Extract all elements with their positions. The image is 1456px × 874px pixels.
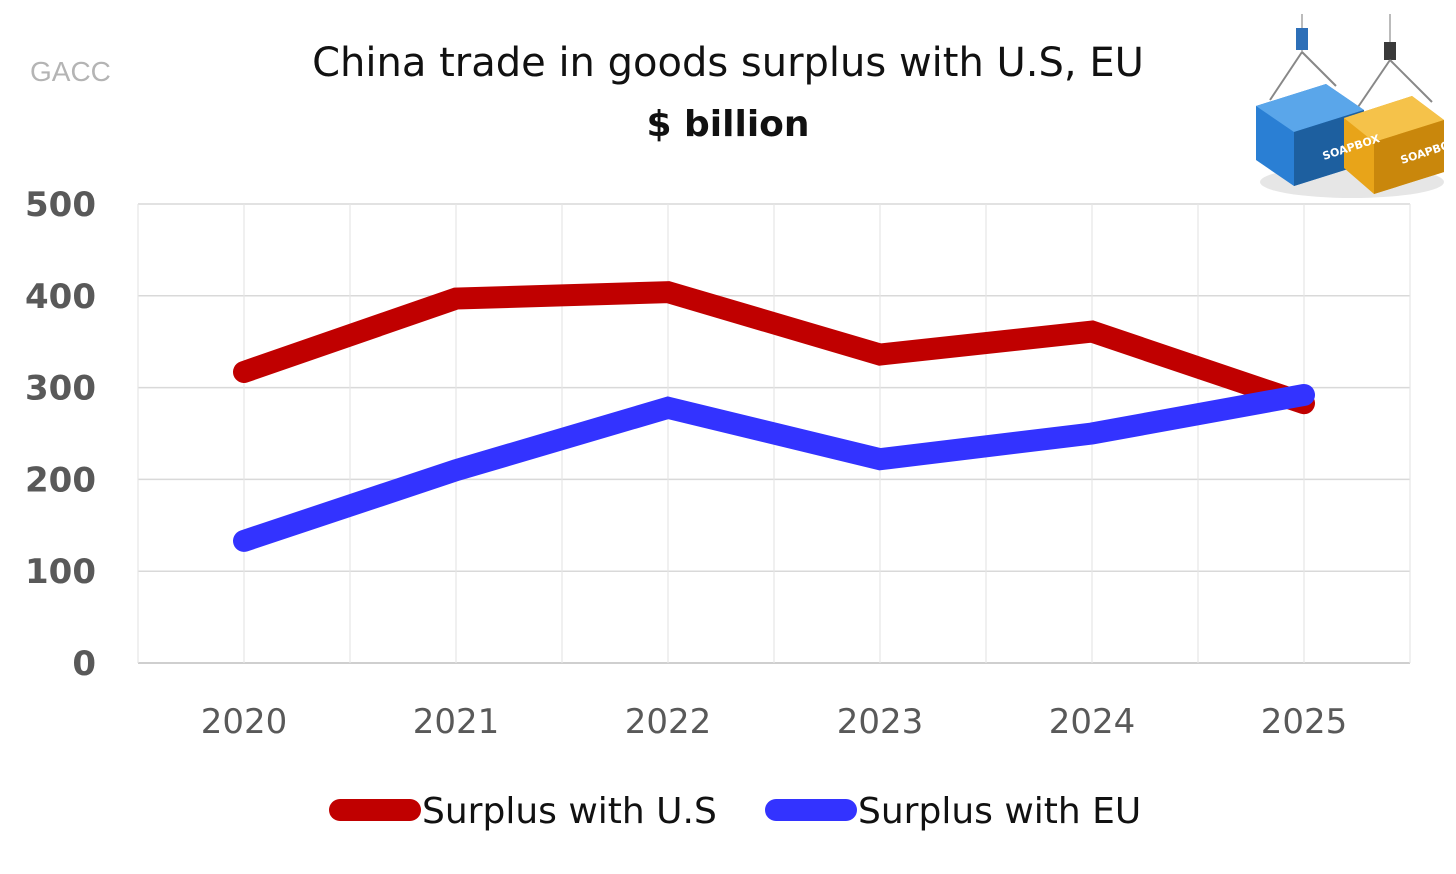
y-axis: 0 100 200 300 400 500 <box>25 185 96 684</box>
y-tick-label: 200 <box>25 460 96 500</box>
x-tick-label: 2021 <box>413 702 500 742</box>
series-line-0 <box>233 281 1315 415</box>
data-point <box>455 469 457 471</box>
y-tick-label: 500 <box>25 185 96 225</box>
data-point <box>879 354 881 356</box>
data-point <box>667 291 669 293</box>
chart-subtitle: $ billion <box>646 104 810 145</box>
data-point <box>455 298 457 300</box>
x-tick-label: 2022 <box>625 702 712 742</box>
data-point <box>243 540 245 542</box>
x-axis: 2020 2021 2022 2023 2024 2025 <box>201 702 1348 742</box>
soapbox-logo: SOAPBOX SOAPBOX <box>1256 14 1456 198</box>
y-tick-label: 400 <box>25 277 96 317</box>
y-tick-label: 300 <box>25 369 96 409</box>
x-tick-label: 2023 <box>837 702 924 742</box>
data-point <box>1091 433 1093 435</box>
y-tick-label: 0 <box>72 644 96 684</box>
y-tick-label: 100 <box>25 552 96 592</box>
data-point <box>1303 394 1305 396</box>
x-tick-label: 2025 <box>1261 702 1348 742</box>
chart-title: China trade in goods surplus with U.S, E… <box>312 40 1144 86</box>
legend-label-1: Surplus with EU <box>858 791 1141 832</box>
legend: Surplus with U.S Surplus with EU <box>329 791 1141 832</box>
legend-label-0: Surplus with U.S <box>422 791 717 832</box>
data-point <box>1091 331 1093 333</box>
source-label: GACC <box>30 56 111 87</box>
series-line-1 <box>233 383 1315 552</box>
series-lines <box>233 281 1315 552</box>
data-point <box>667 407 669 409</box>
data-point <box>879 458 881 460</box>
x-tick-label: 2024 <box>1049 702 1136 742</box>
x-tick-label: 2020 <box>201 702 288 742</box>
data-point <box>243 371 245 373</box>
